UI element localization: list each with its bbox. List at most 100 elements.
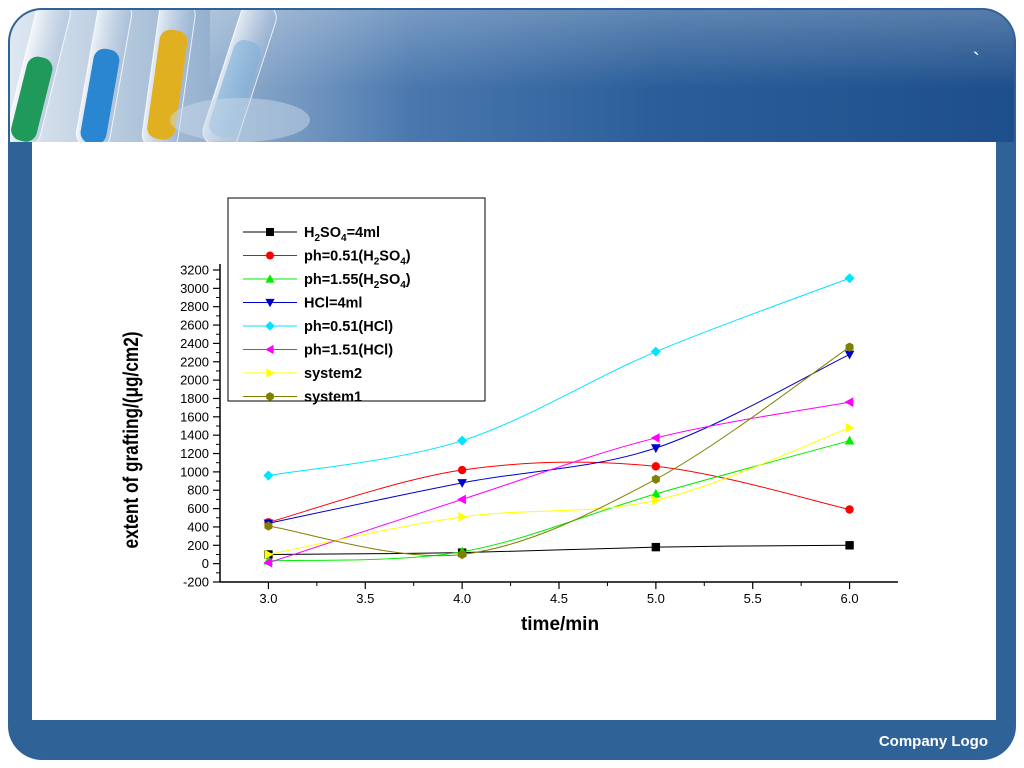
data-point [650,346,661,357]
y-tick-label: 200 [187,538,209,553]
chart-series [263,273,855,568]
data-point [458,512,468,522]
legend-marker [265,321,275,331]
data-point [264,549,274,560]
series-3 [263,350,855,529]
y-tick-label: 1200 [180,446,209,461]
data-point [651,444,661,454]
legend-label-part: SO [379,272,400,288]
series-line [268,461,850,523]
data-point [651,474,660,484]
data-point [845,505,854,514]
legend-label-part: system2 [304,366,362,382]
legend-entry: HCl=4ml [243,296,362,312]
data-point [458,549,467,560]
banner-shine [210,10,1014,142]
legend-label-part: ph=0.51(HCl) [304,319,393,335]
x-tick-label: 6.0 [841,591,859,606]
legend-label-part: ph=1.55(H [304,272,374,288]
data-point [651,462,661,471]
x-tick-label: 4.0 [453,591,471,606]
legend-label-part: SO [379,249,400,265]
data-point [264,521,273,531]
content-area [32,142,996,720]
y-tick-label: 2800 [180,299,209,314]
legend-entry: ph=1.51(HCl) [243,343,393,359]
chart-axes: 3.0 3.5 4.0 4.5 5.0 5.5 6.0 -200 0 200 400 600 800 10… [180,263,898,606]
data-point [263,470,274,481]
y-tick-label: 600 [187,501,209,516]
y-tick-label: 800 [187,483,209,498]
chart-legend: H2SO4=4mlph=0.51(H2SO4)ph=1.55(H2SO4)HCl… [227,197,486,406]
data-point [457,435,468,446]
legend-entry: ph=1.55(H2SO4) [243,272,411,291]
data-point [650,433,660,443]
x-axis-label: time/min [521,614,599,635]
y-tick-label: 1600 [180,409,209,424]
corner-mark: ` [972,48,980,73]
test-tubes-icon [10,10,310,142]
y-tick-label: 3000 [180,281,209,296]
series-line [268,440,850,562]
legend-label: ph=1.55(H2SO4) [304,272,411,291]
data-point [457,494,466,505]
legend-label: H2SO4=4ml [304,225,380,244]
legend-label: system2 [304,366,362,382]
data-point [457,465,467,475]
series-line [268,346,850,557]
legend-label-part: 4 [341,233,347,244]
data-point [844,273,855,284]
y-tick-label: 3200 [180,263,209,278]
legend-entry: system2 [243,366,362,382]
data-point [263,557,273,568]
legend-label-part: 4 [400,257,406,268]
x-tick-label: 3.0 [259,591,277,606]
legend-label-part: HCl=4ml [304,296,362,312]
legend-label-part: =4ml [347,225,380,241]
legend-entry: ph=0.51(H2SO4) [243,249,411,268]
legend-entry: system1 [243,390,362,406]
y-tick-label: 1400 [180,428,209,443]
legend-marker [266,392,274,401]
legend-marker [265,344,274,355]
company-logo: Company Logo [878,733,988,750]
y-tick-label: 1000 [180,464,209,479]
legend-label: system1 [304,390,362,406]
y-tick-label: 400 [187,519,209,534]
series-line [268,544,850,555]
legend-label-part: system1 [304,390,362,406]
legend-marker [265,274,275,283]
y-axis-label: extent of grafting/(μg/cm2) [121,331,144,548]
legend-label-part: ) [406,249,411,265]
legend-label-part: 2 [314,233,320,244]
legend-label: HCl=4ml [304,296,362,312]
x-tick-label: 3.5 [356,591,374,606]
legend-label: ph=1.51(HCl) [304,343,393,359]
data-point [651,488,661,498]
legend-label-part: H [304,225,314,241]
y-tick-label: 2000 [180,373,209,388]
series-line [268,427,850,555]
legend-label: ph=0.51(H2SO4) [304,249,411,268]
series-1 [264,461,854,527]
data-point [845,342,854,352]
data-point [844,397,854,407]
series-0 [264,541,854,559]
legend-entry: ph=0.51(HCl) [243,319,393,335]
series-7 [264,342,854,560]
series-2 [263,435,855,565]
data-point [844,435,855,445]
header-banner [10,10,1014,142]
series-6 [264,423,855,560]
legend-label-part: 2 [374,280,380,291]
data-point [651,542,661,552]
series-line [268,401,850,564]
y-tick-label: 2600 [180,318,209,333]
y-tick-label: 2400 [180,336,209,351]
data-point [845,423,855,433]
series-line [268,277,850,477]
y-tick-label: 0 [202,556,209,571]
data-point [457,479,467,488]
